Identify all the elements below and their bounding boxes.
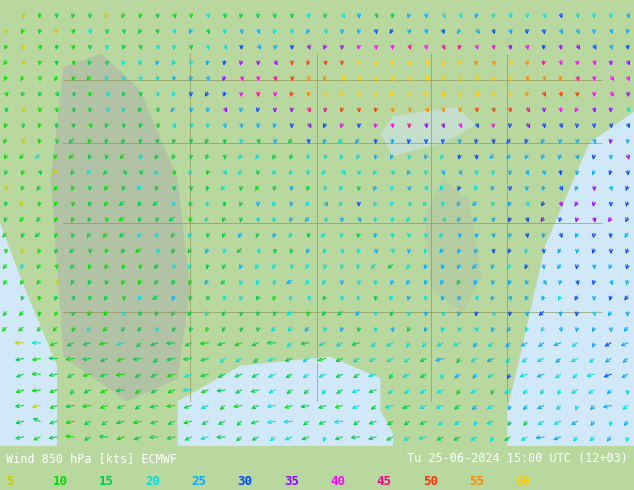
Polygon shape [380, 348, 425, 446]
Text: 45: 45 [377, 475, 392, 488]
Text: 50: 50 [423, 475, 438, 488]
Polygon shape [0, 0, 634, 53]
Text: 30: 30 [238, 475, 253, 488]
Polygon shape [178, 357, 393, 446]
Text: 25: 25 [191, 475, 207, 488]
Polygon shape [0, 223, 57, 446]
Text: 55: 55 [469, 475, 484, 488]
Text: 35: 35 [284, 475, 299, 488]
Polygon shape [507, 112, 634, 446]
Text: 5: 5 [6, 475, 14, 488]
Text: 60: 60 [515, 475, 531, 488]
Polygon shape [380, 107, 476, 156]
Text: Tu 25-06-2024 15:00 UTC (12+03): Tu 25-06-2024 15:00 UTC (12+03) [407, 452, 628, 465]
Polygon shape [51, 53, 190, 401]
Polygon shape [425, 178, 482, 312]
Text: Wind 850 hPa [kts] ECMWF: Wind 850 hPa [kts] ECMWF [6, 452, 178, 465]
Text: 15: 15 [99, 475, 114, 488]
Text: 20: 20 [145, 475, 160, 488]
Text: 10: 10 [53, 475, 68, 488]
Text: 40: 40 [330, 475, 346, 488]
